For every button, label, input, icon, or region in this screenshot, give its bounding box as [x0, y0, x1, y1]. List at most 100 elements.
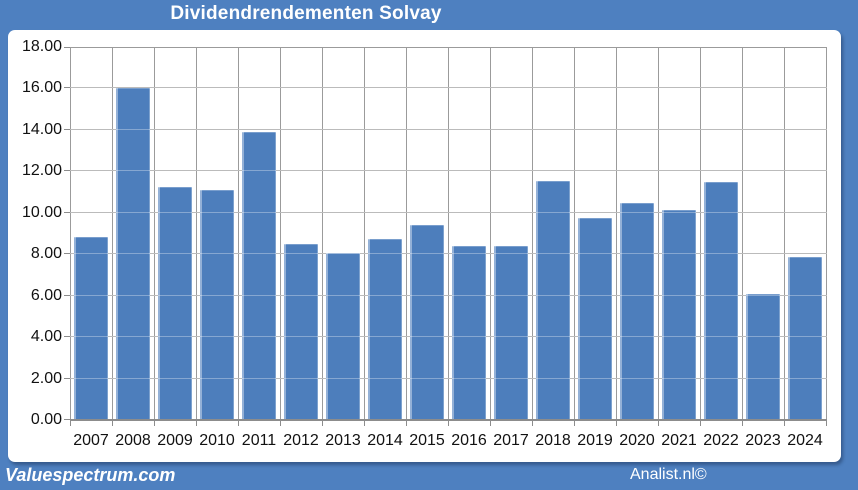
bar-2023	[746, 294, 780, 420]
v-gridline	[700, 47, 701, 420]
x-axis-label: 2008	[115, 432, 151, 449]
y-axis-tick	[64, 378, 70, 379]
y-axis-tick	[64, 87, 70, 88]
bar-2013	[326, 253, 360, 420]
y-axis-tick	[64, 212, 70, 213]
v-gridline	[574, 47, 575, 420]
y-axis-label: 4.00	[30, 328, 62, 345]
y-axis-tick	[64, 47, 70, 48]
bar-2024	[788, 257, 822, 420]
x-axis-line	[70, 419, 827, 421]
v-gridline	[658, 47, 659, 420]
x-axis-tick	[700, 421, 701, 426]
y-axis-label: 18.00	[21, 38, 62, 55]
y-axis-label: 10.00	[21, 204, 62, 221]
v-gridline	[280, 47, 281, 420]
v-gridline	[112, 47, 113, 420]
x-axis-label: 2014	[367, 432, 403, 449]
bar-2020	[620, 203, 654, 420]
h-gridline-overlay	[70, 87, 827, 88]
x-axis-label: 2010	[199, 432, 235, 449]
chart-panel: 0.00 2.00 4.00 6.00 8.00 10.00 12.00 14.00 16.00…	[8, 30, 841, 462]
x-axis-label: 2018	[535, 432, 571, 449]
y-axis-label: 2.00	[30, 370, 62, 387]
watermark-valuespectrum: Valuespectrum.com	[5, 465, 176, 485]
y-axis-tick	[64, 336, 70, 337]
x-axis-label: 2019	[577, 432, 613, 449]
x-axis-tick	[532, 421, 533, 426]
h-gridline-overlay	[70, 378, 827, 379]
y-axis-label: 12.00	[21, 162, 62, 179]
x-axis-tick	[112, 421, 113, 426]
bar-2008	[116, 88, 150, 420]
x-axis-tick	[196, 421, 197, 426]
bar-2019	[578, 218, 612, 420]
x-axis-label: 2012	[283, 432, 319, 449]
y-axis-label: 14.00	[21, 121, 62, 138]
v-gridline	[490, 47, 491, 420]
x-axis-label: 2013	[325, 432, 361, 449]
chart-title: Dividendrendementen Solvay	[170, 3, 442, 24]
watermark-analist: Analist.nl©	[630, 466, 707, 483]
x-axis-tick	[826, 421, 827, 426]
h-gridline-overlay	[70, 295, 827, 296]
x-axis-tick	[154, 421, 155, 426]
x-axis-label: 2017	[493, 432, 529, 449]
y-axis-label: 0.00	[30, 411, 62, 428]
y-axis-tick	[64, 253, 70, 254]
x-axis-tick	[658, 421, 659, 426]
v-gridline	[448, 47, 449, 420]
x-axis-label: 2015	[409, 432, 445, 449]
y-axis-label: 8.00	[30, 245, 62, 262]
x-axis-tick	[490, 421, 491, 426]
x-axis-tick	[784, 421, 785, 426]
bar-2011	[242, 132, 276, 420]
x-axis-label: 2021	[661, 432, 697, 449]
v-gridline	[364, 47, 365, 420]
x-axis-label: 2011	[241, 432, 277, 449]
x-axis-tick	[616, 421, 617, 426]
bar-2016	[452, 246, 486, 420]
x-axis-label: 2022	[703, 432, 739, 449]
x-axis-tick	[238, 421, 239, 426]
plot-area	[64, 47, 827, 426]
bar-2014	[368, 239, 402, 420]
y-axis-tick	[64, 170, 70, 171]
bar-2009	[158, 187, 192, 420]
y-axis-label: 6.00	[30, 287, 62, 304]
x-axis-tick	[70, 421, 71, 426]
y-axis-tick	[64, 129, 70, 130]
bar-2007	[74, 237, 108, 420]
bar-2018	[536, 181, 570, 420]
v-gridline	[196, 47, 197, 420]
v-gridline	[784, 47, 785, 420]
x-axis-label: 2007	[73, 432, 109, 449]
y-axis-label: 16.00	[21, 79, 62, 96]
bar-2010	[200, 190, 234, 420]
y-axis-tick	[64, 295, 70, 296]
x-axis-tick	[322, 421, 323, 426]
x-axis-label: 2009	[157, 432, 193, 449]
bar-2017	[494, 246, 528, 420]
v-gridline	[238, 47, 239, 420]
x-axis-label: 2016	[451, 432, 487, 449]
v-gridline	[742, 47, 743, 420]
h-gridline-overlay	[70, 336, 827, 337]
bar-2022	[704, 182, 738, 420]
x-axis-tick	[406, 421, 407, 426]
v-gridline	[70, 47, 71, 420]
bar-2012	[284, 244, 318, 420]
x-axis-tick	[742, 421, 743, 426]
x-axis-label: 2023	[745, 432, 781, 449]
h-gridline-overlay	[70, 129, 827, 130]
x-axis-tick	[574, 421, 575, 426]
h-gridline-overlay	[70, 212, 827, 213]
x-axis-tick	[364, 421, 365, 426]
v-gridline	[406, 47, 407, 420]
x-axis-label: 2024	[787, 432, 823, 449]
v-gridline	[154, 47, 155, 420]
x-axis-tick	[280, 421, 281, 426]
h-gridline-overlay	[70, 170, 827, 171]
x-axis-tick	[448, 421, 449, 426]
